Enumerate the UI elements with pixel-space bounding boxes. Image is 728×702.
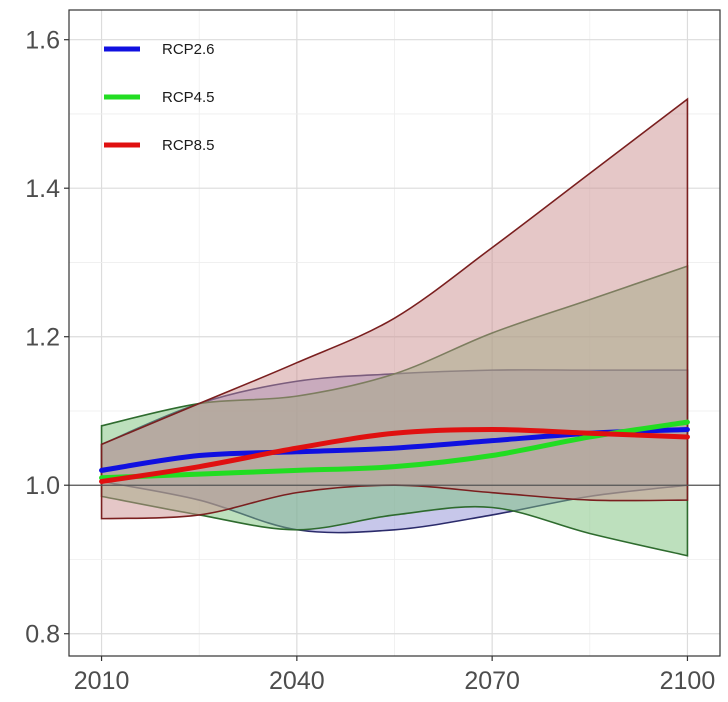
x-tick-label: 2010 bbox=[74, 667, 130, 695]
x-tick-label: 2100 bbox=[660, 667, 716, 695]
plot-border bbox=[68, 9, 721, 657]
legend-label-rcp85: RCP8.5 bbox=[162, 137, 215, 154]
axis-ticks: 0.8 1.0 1.2 1.4 1.6 2010 2040 2070 2100 bbox=[25, 27, 715, 695]
y-tick-label: 1.4 bbox=[25, 175, 60, 203]
mean-line-rcp85 bbox=[99, 427, 690, 485]
legend-label-rcp26: RCP2.6 bbox=[162, 41, 215, 58]
y-tick-label: 1.2 bbox=[25, 324, 60, 352]
legend: RCP2.6 RCP4.5 RCP8.5 bbox=[104, 41, 215, 154]
legend-label-rcp45: RCP4.5 bbox=[162, 89, 215, 106]
y-tick-label: 1.0 bbox=[25, 472, 60, 500]
uncertainty-bands bbox=[100, 97, 689, 557]
mean-lines bbox=[99, 419, 690, 485]
x-tick-label: 2070 bbox=[464, 667, 520, 695]
mean-line-rcp45 bbox=[99, 419, 690, 481]
band-rcp85 bbox=[100, 97, 689, 520]
y-tick-label: 0.8 bbox=[25, 621, 60, 649]
y-tick-label: 1.6 bbox=[25, 27, 60, 55]
x-tick-label: 2040 bbox=[269, 667, 325, 695]
